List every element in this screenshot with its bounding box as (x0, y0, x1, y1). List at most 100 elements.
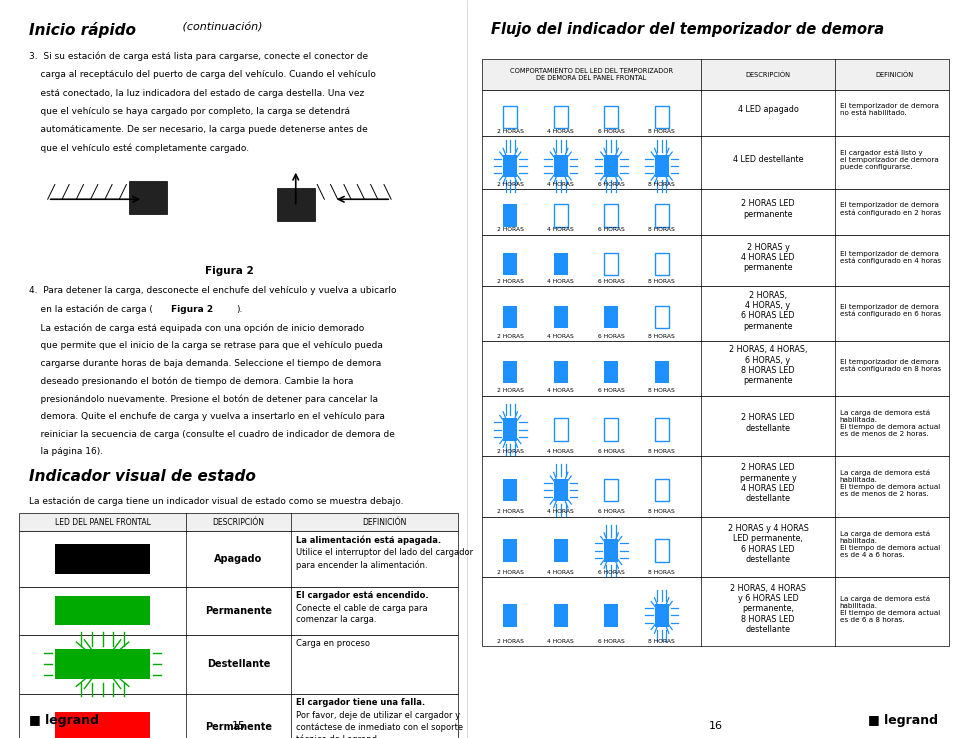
Bar (654, 604, 668, 627)
Text: (continuación): (continuación) (178, 22, 262, 32)
Text: 4 HORAS: 4 HORAS (547, 449, 574, 454)
Text: 2 HORAS LED
permanente: 2 HORAS LED permanente (740, 199, 794, 218)
Bar (19, 513, 457, 531)
Text: DESCRIPCIÓN: DESCRIPCIÓN (744, 72, 790, 77)
Bar (553, 306, 567, 328)
Text: 4 LED apagado: 4 LED apagado (737, 106, 798, 114)
Text: que el vehículo se haya cargado por completo, la carga se detendrá: que el vehículo se haya cargado por comp… (29, 107, 349, 116)
Text: 2 HORAS: 2 HORAS (497, 509, 523, 514)
Bar (553, 155, 567, 177)
Bar (553, 604, 567, 627)
Text: técnico de Legrand.: técnico de Legrand. (295, 734, 379, 738)
Bar (603, 106, 618, 128)
Text: 2 HORAS: 2 HORAS (497, 227, 523, 232)
Text: 6 HORAS: 6 HORAS (598, 449, 624, 454)
Text: 3.  Si su estación de carga está lista para cargarse, conecte el conector de: 3. Si su estación de carga está lista pa… (29, 52, 367, 61)
Bar (654, 106, 668, 128)
Text: El cargador está listo y
el temporizador de demora
puede configurarse.: El cargador está listo y el temporizador… (839, 149, 938, 170)
Text: 2 HORAS LED
destellante: 2 HORAS LED destellante (740, 413, 794, 432)
Bar (553, 204, 567, 227)
Bar (603, 479, 618, 501)
Text: automáticamente. De ser necesario, la carga puede detenerse antes de: automáticamente. De ser necesario, la ca… (29, 125, 367, 134)
Bar (129, 181, 167, 214)
Text: El temporizador de demora
no está habilitado.: El temporizador de demora no está habili… (839, 103, 938, 117)
Text: COMPORTAMIENTO DEL LED DEL TEMPORIZADOR
DE DEMORA DEL PANEL FRONTAL: COMPORTAMIENTO DEL LED DEL TEMPORIZADOR … (510, 68, 672, 81)
Bar (654, 361, 668, 383)
Bar (481, 396, 948, 456)
Text: 6 HORAS: 6 HORAS (598, 227, 624, 232)
Text: en la estación de carga (: en la estación de carga ( (29, 305, 152, 314)
Bar (481, 456, 948, 517)
Text: deseado presionando el botón de tiempo de demora. Cambie la hora: deseado presionando el botón de tiempo d… (29, 376, 353, 386)
Text: 15: 15 (232, 720, 245, 731)
Text: reiniciar la secuencia de carga (consulte el cuadro de indicador de demora de: reiniciar la secuencia de carga (consult… (29, 430, 395, 438)
Text: 8 HORAS: 8 HORAS (648, 128, 675, 134)
Text: DEFINICIÓN: DEFINICIÓN (875, 72, 912, 77)
Text: 2 HORAS: 2 HORAS (497, 449, 523, 454)
Bar (654, 418, 668, 441)
Bar (481, 517, 948, 577)
Bar (603, 604, 618, 627)
Bar (502, 306, 517, 328)
Bar (502, 155, 517, 177)
Text: El temporizador de demora
está configurado en 6 horas: El temporizador de demora está configura… (839, 304, 940, 317)
Text: 2 HORAS, 4 HORAS,
6 HORAS, y
8 HORAS LED
permanente: 2 HORAS, 4 HORAS, 6 HORAS, y 8 HORAS LED… (728, 345, 806, 385)
Bar (553, 479, 567, 501)
Text: comenzar la carga.: comenzar la carga. (295, 615, 375, 624)
Text: Apagado: Apagado (214, 554, 262, 564)
Text: 8 HORAS: 8 HORAS (648, 279, 675, 284)
Text: 4.  Para detener la carga, desconecte el enchufe del vehículo y vuelva a ubicarl: 4. Para detener la carga, desconecte el … (29, 286, 395, 295)
Bar (54, 545, 151, 574)
Text: Permanente: Permanente (205, 722, 272, 732)
Text: Inicio rápido: Inicio rápido (29, 22, 135, 38)
Text: La estación de carga tiene un indicador visual de estado como se muestra debajo.: La estación de carga tiene un indicador … (29, 497, 403, 506)
Text: 4 HORAS: 4 HORAS (547, 128, 574, 134)
Bar (54, 712, 151, 738)
Bar (654, 253, 668, 275)
Text: demora. Quite el enchufe de carga y vuelva a insertarlo en el vehículo para: demora. Quite el enchufe de carga y vuel… (29, 412, 384, 421)
Text: 2 HORAS LED
permanente y
4 HORAS LED
destellante: 2 HORAS LED permanente y 4 HORAS LED des… (739, 463, 796, 503)
Text: la página 16).: la página 16). (29, 447, 103, 456)
Bar (654, 539, 668, 562)
Text: Figura 2: Figura 2 (204, 266, 253, 276)
Bar (502, 361, 517, 383)
Bar (502, 539, 517, 562)
Text: que permite que el inicio de la carga se retrase para que el vehículo pueda: que permite que el inicio de la carga se… (29, 341, 382, 350)
Bar (502, 418, 517, 441)
Bar (654, 306, 668, 328)
Text: 4 HORAS: 4 HORAS (547, 388, 574, 393)
Text: ■ legrand: ■ legrand (29, 714, 98, 727)
Text: LED DEL PANEL FRONTAL: LED DEL PANEL FRONTAL (54, 517, 151, 527)
Text: El cargador está encendido.: El cargador está encendido. (295, 591, 428, 600)
Text: La carga de demora está
habilitada.
El tiempo de demora actual
es de 6 a 8 horas: La carga de demora está habilitada. El t… (839, 595, 939, 623)
Text: 2 HORAS y
4 HORAS LED
permanente: 2 HORAS y 4 HORAS LED permanente (740, 243, 794, 272)
Bar (502, 604, 517, 627)
Text: El temporizador de demora
está configurado en 8 horas: El temporizador de demora está configura… (839, 359, 940, 372)
Text: 4 HORAS: 4 HORAS (547, 227, 574, 232)
Text: 4 HORAS: 4 HORAS (547, 279, 574, 284)
Text: para encender la alimentación.: para encender la alimentación. (295, 560, 427, 570)
Text: 8 HORAS: 8 HORAS (648, 570, 675, 575)
Text: 4 HORAS: 4 HORAS (547, 509, 574, 514)
Text: está conectado, la luz indicadora del estado de carga destella. Una vez: está conectado, la luz indicadora del es… (29, 89, 363, 97)
Text: El temporizador de demora
está configurado en 4 horas: El temporizador de demora está configura… (839, 251, 940, 264)
Text: 6 HORAS: 6 HORAS (598, 279, 624, 284)
Text: 2 HORAS: 2 HORAS (497, 128, 523, 134)
Text: 6 HORAS: 6 HORAS (598, 509, 624, 514)
Text: Carga en proceso: Carga en proceso (295, 639, 370, 648)
Text: ).: ). (236, 305, 242, 314)
Text: 8 HORAS: 8 HORAS (648, 388, 675, 393)
Bar (19, 635, 457, 694)
Text: La alimentación está apagada.: La alimentación está apagada. (295, 536, 440, 545)
Bar (553, 361, 567, 383)
Text: 4 LED destellante: 4 LED destellante (732, 155, 802, 164)
Text: 4 HORAS: 4 HORAS (547, 182, 574, 187)
Text: 6 HORAS: 6 HORAS (598, 388, 624, 393)
Bar (603, 418, 618, 441)
Text: 2 HORAS: 2 HORAS (497, 388, 523, 393)
Bar (603, 155, 618, 177)
Bar (481, 286, 948, 341)
Bar (276, 188, 314, 221)
Text: que el vehículo esté completamente cargado.: que el vehículo esté completamente carga… (29, 144, 249, 154)
Text: 8 HORAS: 8 HORAS (648, 182, 675, 187)
